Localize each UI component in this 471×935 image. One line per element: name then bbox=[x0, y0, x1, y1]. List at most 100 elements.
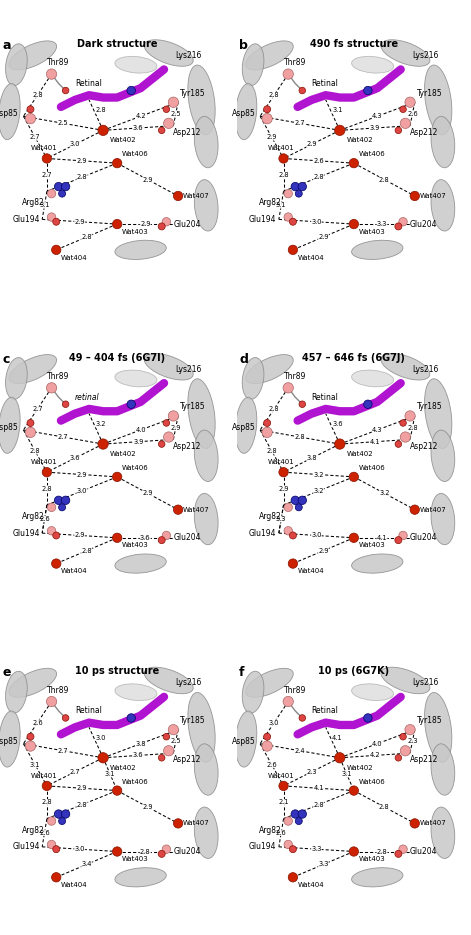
Text: 2.8: 2.8 bbox=[278, 172, 289, 178]
Circle shape bbox=[127, 713, 136, 722]
Circle shape bbox=[283, 69, 293, 79]
Text: Wat401: Wat401 bbox=[31, 459, 58, 465]
Text: Thr89: Thr89 bbox=[48, 58, 70, 67]
Text: 3.6: 3.6 bbox=[332, 421, 343, 427]
Text: 2.9: 2.9 bbox=[171, 424, 181, 431]
Text: Wat406: Wat406 bbox=[122, 779, 149, 784]
Circle shape bbox=[163, 118, 174, 128]
Circle shape bbox=[127, 86, 136, 94]
Circle shape bbox=[113, 786, 122, 796]
Text: 2.9: 2.9 bbox=[142, 804, 153, 810]
Circle shape bbox=[113, 533, 122, 542]
Ellipse shape bbox=[242, 357, 264, 399]
Text: Retinal: Retinal bbox=[312, 707, 339, 715]
Ellipse shape bbox=[424, 379, 452, 449]
Text: 3.0: 3.0 bbox=[77, 488, 87, 494]
Circle shape bbox=[27, 420, 34, 426]
Circle shape bbox=[58, 190, 65, 197]
Text: 490 fs structure: 490 fs structure bbox=[310, 39, 398, 49]
Text: Wat401: Wat401 bbox=[31, 146, 58, 151]
Ellipse shape bbox=[351, 868, 403, 887]
Text: Glu194: Glu194 bbox=[249, 215, 276, 223]
Ellipse shape bbox=[115, 868, 166, 887]
Text: Wat407: Wat407 bbox=[420, 507, 446, 512]
Text: 3.4: 3.4 bbox=[81, 861, 92, 868]
Circle shape bbox=[283, 382, 293, 393]
Text: 3.0: 3.0 bbox=[311, 532, 322, 539]
Circle shape bbox=[262, 113, 272, 123]
Circle shape bbox=[98, 753, 108, 763]
Ellipse shape bbox=[351, 554, 403, 573]
Circle shape bbox=[47, 697, 57, 707]
Text: 2.8: 2.8 bbox=[41, 799, 52, 805]
Circle shape bbox=[25, 427, 36, 438]
Text: Thr89: Thr89 bbox=[284, 58, 307, 67]
Circle shape bbox=[168, 97, 179, 108]
Text: Wat402: Wat402 bbox=[347, 765, 374, 770]
Text: 3.2: 3.2 bbox=[96, 421, 106, 427]
Circle shape bbox=[288, 872, 298, 882]
Circle shape bbox=[349, 158, 358, 168]
Circle shape bbox=[295, 504, 302, 511]
Ellipse shape bbox=[431, 116, 455, 167]
Circle shape bbox=[158, 755, 165, 761]
Text: 2.9: 2.9 bbox=[77, 158, 87, 164]
Text: 2.8: 2.8 bbox=[41, 485, 52, 492]
Circle shape bbox=[283, 697, 293, 707]
Text: 10 ps structure: 10 ps structure bbox=[75, 667, 159, 676]
Circle shape bbox=[62, 714, 69, 721]
Circle shape bbox=[113, 220, 122, 229]
Circle shape bbox=[264, 420, 271, 426]
Ellipse shape bbox=[188, 65, 215, 135]
Ellipse shape bbox=[115, 683, 157, 700]
Circle shape bbox=[410, 819, 420, 828]
Circle shape bbox=[349, 786, 358, 796]
Circle shape bbox=[98, 125, 108, 136]
Text: 3.9: 3.9 bbox=[133, 439, 144, 445]
Circle shape bbox=[262, 427, 272, 438]
Text: Asp85: Asp85 bbox=[232, 424, 255, 432]
Circle shape bbox=[279, 468, 288, 477]
Text: Tyr185: Tyr185 bbox=[180, 716, 206, 725]
Text: 2.8: 2.8 bbox=[269, 93, 279, 98]
Text: 2.8: 2.8 bbox=[32, 93, 43, 98]
Circle shape bbox=[27, 733, 34, 741]
Circle shape bbox=[395, 223, 402, 230]
Text: Asp85: Asp85 bbox=[0, 737, 19, 746]
Text: 3.0: 3.0 bbox=[269, 720, 279, 726]
Ellipse shape bbox=[115, 56, 157, 73]
Circle shape bbox=[400, 745, 411, 755]
Circle shape bbox=[113, 472, 122, 482]
Text: 3.2: 3.2 bbox=[313, 471, 324, 478]
Text: Retinal: Retinal bbox=[75, 707, 102, 715]
Circle shape bbox=[395, 440, 402, 447]
Circle shape bbox=[284, 817, 292, 826]
Circle shape bbox=[158, 537, 165, 543]
Text: Wat404: Wat404 bbox=[61, 568, 88, 574]
Circle shape bbox=[61, 182, 70, 191]
Text: 2.9: 2.9 bbox=[140, 221, 151, 227]
Text: 4.2: 4.2 bbox=[370, 753, 380, 758]
Text: 3.2: 3.2 bbox=[379, 490, 390, 496]
Ellipse shape bbox=[0, 83, 20, 139]
Text: 3.1: 3.1 bbox=[341, 771, 352, 777]
Ellipse shape bbox=[195, 494, 218, 545]
Text: Lys216: Lys216 bbox=[176, 365, 202, 374]
Text: Wat403: Wat403 bbox=[122, 856, 149, 862]
Text: Wat402: Wat402 bbox=[347, 137, 374, 143]
Text: 4.1: 4.1 bbox=[332, 735, 343, 741]
Ellipse shape bbox=[431, 807, 455, 858]
Text: 2.8: 2.8 bbox=[407, 424, 418, 431]
Circle shape bbox=[400, 733, 406, 740]
Text: 3.1: 3.1 bbox=[105, 771, 115, 777]
Text: 4.2: 4.2 bbox=[135, 113, 146, 120]
Text: 3.3: 3.3 bbox=[311, 846, 322, 852]
Ellipse shape bbox=[351, 683, 394, 700]
Text: 2.9: 2.9 bbox=[278, 485, 289, 492]
Circle shape bbox=[264, 733, 271, 741]
Circle shape bbox=[163, 745, 174, 755]
Text: 2.9: 2.9 bbox=[318, 234, 329, 240]
Circle shape bbox=[349, 472, 358, 482]
Text: 3.9: 3.9 bbox=[370, 125, 380, 131]
Circle shape bbox=[51, 559, 61, 568]
